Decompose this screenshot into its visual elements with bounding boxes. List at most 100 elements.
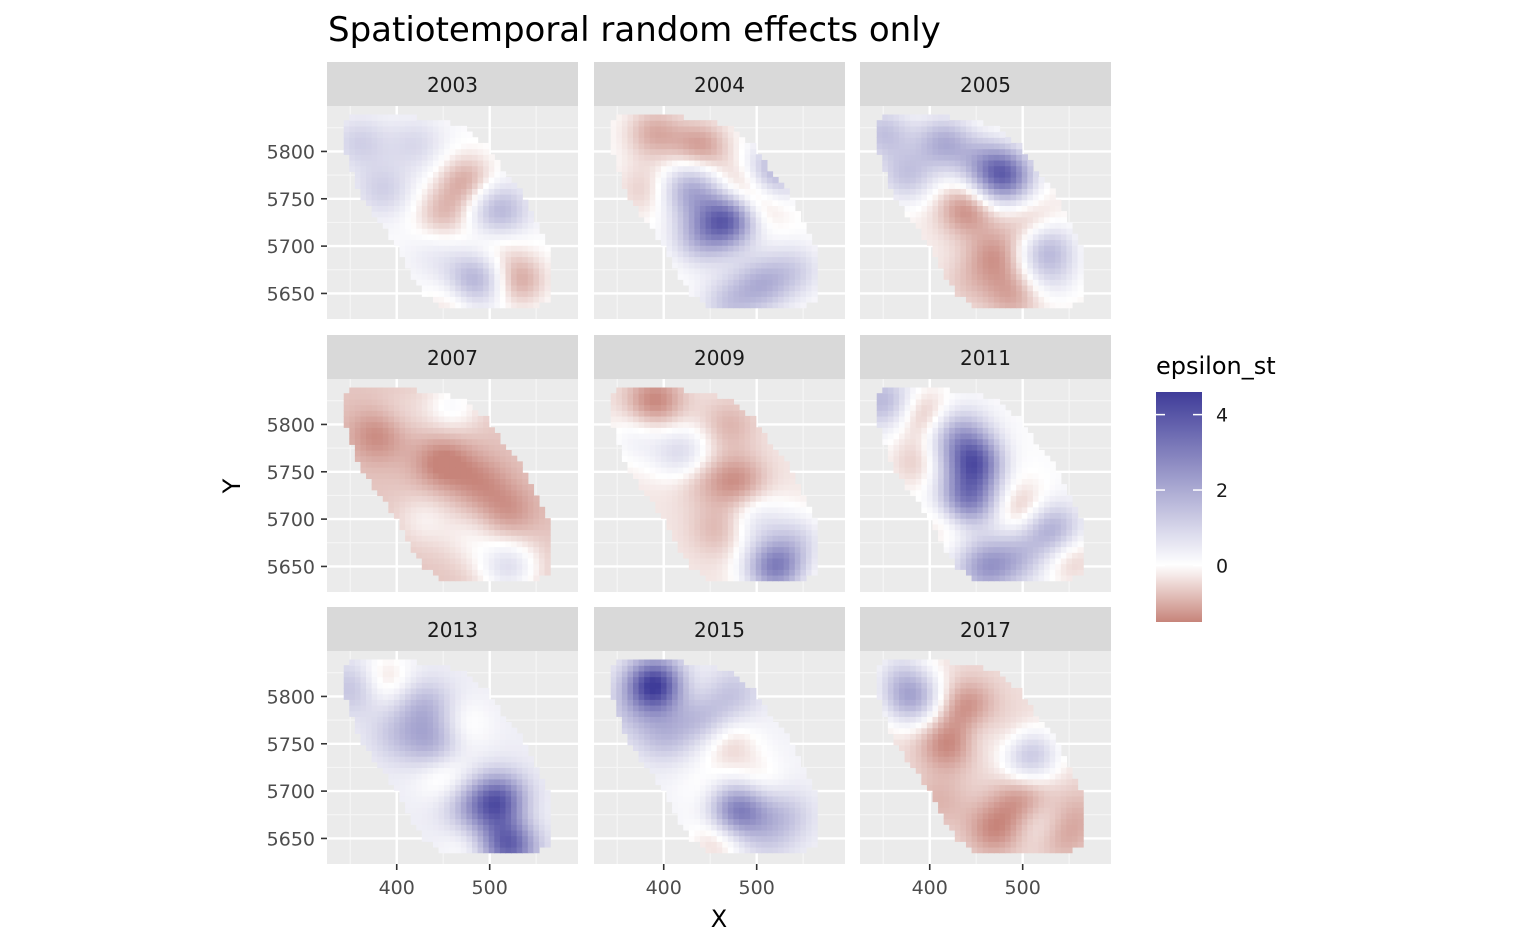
heatmap-cell (772, 177, 779, 184)
heatmap-cell (399, 393, 406, 400)
heatmap-cell (932, 489, 939, 497)
heatmap-cell (655, 421, 662, 428)
heatmap-cell (360, 455, 367, 462)
heatmap-cell (655, 478, 662, 485)
heatmap-cell (772, 563, 779, 570)
heatmap-cell (399, 387, 406, 394)
heatmap-cell (460, 159, 468, 167)
heatmap-cell (444, 563, 451, 570)
heatmap-cell (449, 472, 456, 479)
heatmap-cell (516, 557, 523, 565)
heatmap-cell (516, 501, 523, 508)
heatmap-cell (705, 432, 712, 440)
heatmap-cell (633, 194, 640, 201)
heatmap-cell (766, 250, 774, 258)
heatmap-cell (1010, 154, 1017, 161)
heatmap-cell (932, 182, 939, 189)
heatmap-cell (999, 188, 1006, 195)
heatmap-cell (410, 393, 417, 400)
heatmap-cell (393, 154, 401, 161)
heatmap-cell (699, 410, 707, 417)
heatmap-cell (672, 484, 679, 491)
heatmap-cell (449, 165, 456, 172)
heatmap-cell (722, 239, 729, 246)
heatmap-cell (644, 194, 651, 201)
heatmap-cell (766, 489, 774, 497)
heatmap-cell (783, 495, 790, 502)
heatmap-cell (366, 142, 373, 150)
heatmap-cell (932, 472, 939, 479)
heatmap-cell (427, 546, 434, 553)
heatmap-cell (655, 188, 662, 195)
heatmap-cell (366, 393, 373, 400)
heatmap-cell (904, 415, 911, 423)
heatmap-cell (755, 245, 762, 252)
heatmap-cell (694, 199, 701, 206)
heatmap-cell (921, 495, 928, 502)
heatmap-cell (688, 228, 695, 235)
chart-title: Spatiotemporal random effects only (328, 10, 941, 50)
heatmap-cell (965, 472, 973, 479)
heatmap-cell (711, 432, 718, 440)
heatmap-cell (421, 540, 428, 548)
heatmap-cell (694, 546, 701, 553)
heatmap-cell (938, 256, 945, 263)
heatmap-cell (382, 432, 389, 440)
heatmap-cell (750, 472, 757, 479)
heatmap-cell (660, 131, 668, 138)
heatmap-cell (432, 393, 440, 400)
heatmap-cell (405, 523, 412, 531)
heatmap-cell (488, 194, 495, 201)
heatmap-cell (965, 148, 973, 155)
heatmap-cell (494, 438, 501, 445)
heatmap-cell (800, 523, 807, 531)
heatmap-cell (1066, 290, 1073, 297)
heatmap-cell (727, 398, 735, 406)
heatmap-cell (483, 188, 490, 195)
heatmap-cell (627, 432, 634, 440)
heatmap-cell (705, 256, 712, 263)
heatmap-cell (988, 444, 995, 451)
heatmap-cell (388, 450, 395, 457)
heatmap-cell (449, 188, 456, 195)
heatmap-cell (694, 438, 701, 445)
heatmap-cell (772, 250, 779, 258)
heatmap-cell (672, 228, 679, 235)
heatmap-cell (405, 165, 412, 172)
heatmap-cell (949, 171, 956, 178)
heatmap-cell (926, 171, 934, 178)
heatmap-cell (977, 301, 984, 309)
heatmap-cell (733, 518, 740, 525)
heatmap-cell (971, 267, 978, 275)
heatmap-cell (811, 546, 818, 553)
heatmap-cell (778, 455, 785, 462)
heatmap-cell (343, 398, 350, 406)
heatmap-cell (772, 501, 779, 508)
heatmap-cell (444, 279, 451, 286)
heatmap-cell (494, 233, 501, 241)
heatmap-cell (999, 484, 1006, 491)
heatmap-cell (954, 478, 961, 485)
heatmap-cell (466, 540, 473, 548)
heatmap-cell (727, 467, 735, 474)
heatmap-cell (477, 444, 484, 451)
heatmap-cell (965, 199, 973, 206)
heatmap-cell (655, 182, 662, 189)
heatmap-cell (893, 432, 900, 440)
heatmap-cell (783, 546, 790, 553)
heatmap-cell (971, 438, 978, 445)
heatmap-cell (739, 540, 746, 548)
heatmap-cell (472, 529, 479, 536)
heatmap-cell (915, 410, 922, 417)
heatmap-cell (1032, 250, 1040, 258)
heatmap-cell (705, 523, 712, 531)
heatmap-cell (977, 501, 984, 508)
heatmap-cell (444, 557, 451, 565)
heatmap-cell (505, 239, 512, 246)
heatmap-cell (965, 518, 973, 525)
heatmap-cell (466, 256, 473, 263)
heatmap-cell (432, 159, 440, 167)
heatmap-cell (716, 228, 723, 235)
heatmap-cell (616, 421, 623, 428)
heatmap-cell (499, 222, 507, 229)
